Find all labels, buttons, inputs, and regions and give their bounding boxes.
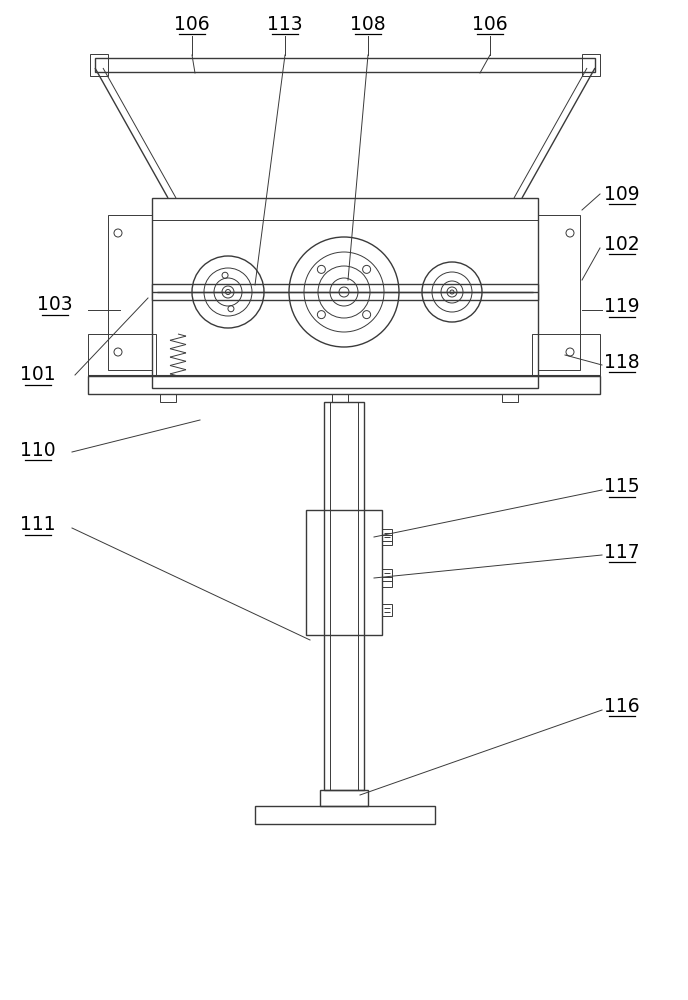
Bar bbox=[382, 604, 392, 616]
Text: 103: 103 bbox=[37, 296, 73, 314]
Text: 115: 115 bbox=[604, 478, 640, 496]
Text: 108: 108 bbox=[350, 14, 386, 33]
Text: 110: 110 bbox=[20, 440, 56, 460]
Bar bbox=[382, 577, 392, 587]
Bar bbox=[320, 790, 368, 806]
Bar bbox=[88, 334, 156, 376]
Bar bbox=[152, 284, 538, 300]
Text: 113: 113 bbox=[267, 14, 303, 33]
Bar bbox=[88, 376, 600, 394]
Bar bbox=[582, 54, 600, 76]
Text: 109: 109 bbox=[604, 184, 640, 204]
Bar bbox=[382, 569, 392, 581]
Text: 106: 106 bbox=[174, 14, 210, 33]
Text: 116: 116 bbox=[604, 696, 640, 716]
Text: 106: 106 bbox=[472, 14, 508, 33]
Bar bbox=[324, 402, 364, 790]
Bar bbox=[108, 215, 152, 370]
Bar bbox=[332, 394, 348, 402]
Text: 117: 117 bbox=[604, 542, 640, 562]
Text: 101: 101 bbox=[20, 365, 56, 384]
Bar bbox=[532, 334, 600, 376]
Bar bbox=[538, 215, 580, 370]
Text: 118: 118 bbox=[604, 353, 640, 371]
Bar bbox=[306, 510, 382, 635]
Bar bbox=[382, 529, 392, 541]
Bar bbox=[255, 806, 435, 824]
Text: 119: 119 bbox=[604, 298, 640, 316]
Bar bbox=[502, 394, 518, 402]
Bar bbox=[382, 535, 392, 545]
Bar bbox=[90, 54, 108, 76]
Bar bbox=[152, 198, 538, 388]
Text: 102: 102 bbox=[604, 234, 640, 253]
Bar bbox=[160, 394, 176, 402]
Text: 111: 111 bbox=[20, 516, 56, 534]
Bar bbox=[95, 58, 595, 72]
